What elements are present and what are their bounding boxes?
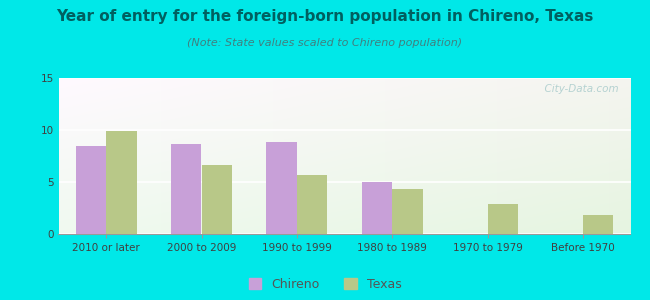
Legend: Chireno, Texas: Chireno, Texas [248,278,402,291]
Bar [75,146,106,234]
Bar [266,142,297,234]
Text: City-Data.com: City-Data.com [538,84,619,94]
Bar [297,175,328,234]
Bar [488,204,518,234]
Bar [171,143,202,234]
Bar [106,131,136,234]
Text: Year of entry for the foreign-born population in Chireno, Texas: Year of entry for the foreign-born popul… [57,9,593,24]
Bar [202,165,232,234]
Bar [361,182,392,234]
Bar [583,215,614,234]
Text: (Note: State values scaled to Chireno population): (Note: State values scaled to Chireno po… [187,38,463,47]
Bar [392,189,422,234]
